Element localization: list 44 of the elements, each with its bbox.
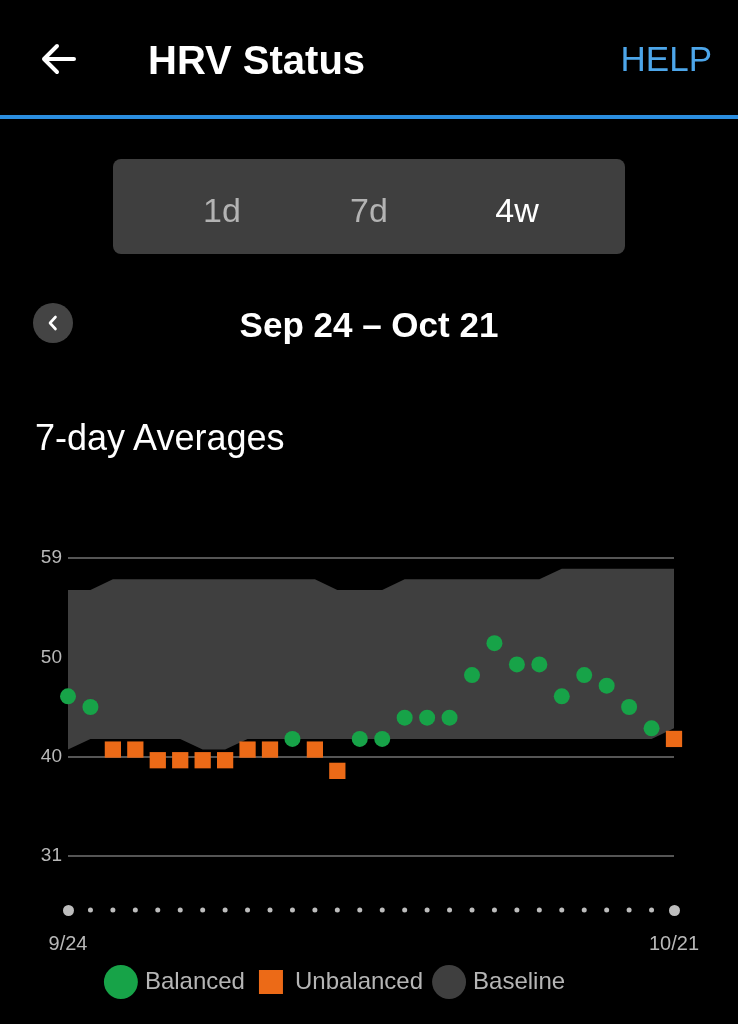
point — [531, 656, 548, 673]
point — [127, 741, 144, 758]
y-tick-label: 31 — [40, 844, 62, 866]
legend-label: Unbalanced — [294, 966, 424, 994]
x-tick-label: 9/24 — [48, 931, 88, 954]
point — [396, 709, 413, 726]
point — [284, 730, 301, 747]
point — [216, 752, 234, 769]
point — [508, 656, 525, 673]
point — [576, 667, 593, 684]
chart-subtitle: Sep 24 – Oct 21 — [238, 305, 500, 344]
point — [351, 730, 368, 747]
point — [374, 730, 391, 747]
text: 4w — [494, 191, 540, 229]
point — [172, 752, 189, 769]
point — [306, 741, 324, 758]
point — [194, 752, 211, 769]
y-tick-label: 59 — [40, 546, 62, 568]
legend-label: Baseline — [473, 966, 566, 994]
point — [665, 730, 683, 748]
x-tick-label: 10/21 — [648, 931, 700, 954]
point — [60, 688, 76, 705]
text: 7-day Averages — [35, 417, 285, 458]
point — [643, 720, 660, 737]
text: 1d — [202, 191, 242, 229]
point — [149, 752, 166, 769]
point — [82, 699, 99, 715]
y-tick-label: 40 — [40, 744, 62, 766]
point — [261, 741, 279, 758]
point — [486, 635, 503, 652]
y-tick-label: 50 — [40, 645, 62, 667]
point — [329, 762, 346, 779]
chart-title: HRV Status — [148, 38, 366, 82]
point — [621, 699, 638, 715]
point — [441, 709, 458, 726]
point — [104, 741, 122, 758]
legend-label: Balanced — [144, 966, 245, 994]
text: HELP — [620, 39, 712, 78]
point — [553, 688, 570, 705]
point — [239, 741, 256, 758]
text: 7d — [349, 191, 389, 229]
point — [419, 709, 436, 726]
point — [464, 667, 480, 684]
point — [598, 677, 615, 694]
